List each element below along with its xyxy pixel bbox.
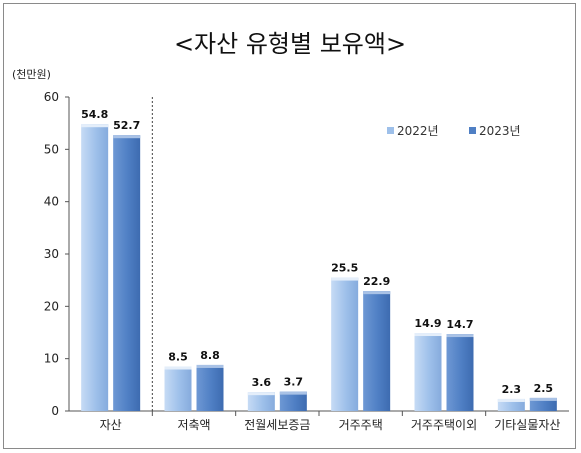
value-label: 3.7 bbox=[284, 376, 304, 389]
value-label: 14.7 bbox=[446, 318, 473, 331]
value-label: 3.6 bbox=[252, 376, 272, 389]
bar-0 bbox=[331, 277, 359, 411]
bar-1 bbox=[529, 397, 557, 411]
unit-label: (천만원) bbox=[12, 67, 51, 81]
legend-label: 2022년 bbox=[397, 124, 439, 138]
bar-top-highlight bbox=[529, 397, 557, 401]
bar-top-highlight bbox=[414, 333, 442, 337]
legend: 2022년 2023년 bbox=[387, 124, 521, 138]
category-label: 거주주택이외 bbox=[411, 418, 477, 432]
category-label: 기타실물자산 bbox=[494, 418, 560, 432]
y-tick-label: 30 bbox=[44, 247, 59, 261]
bar-top-highlight bbox=[446, 334, 474, 338]
value-label: 2.5 bbox=[534, 382, 554, 395]
bar-1 bbox=[363, 291, 391, 411]
value-label: 52.7 bbox=[113, 119, 140, 132]
bar-top-highlight bbox=[81, 124, 109, 128]
y-tick-label: 40 bbox=[44, 195, 59, 209]
value-label: 8.8 bbox=[200, 349, 220, 362]
bar-top-highlight bbox=[247, 392, 275, 396]
bar-1 bbox=[279, 391, 307, 411]
legend-swatch bbox=[387, 127, 394, 134]
bar-top-highlight bbox=[497, 398, 525, 402]
value-label: 22.9 bbox=[363, 275, 390, 288]
value-label: 2.3 bbox=[502, 383, 522, 396]
bar-top-highlight bbox=[279, 391, 307, 395]
bar-1 bbox=[196, 364, 224, 411]
bar-0 bbox=[81, 124, 109, 412]
legend-label: 2023년 bbox=[479, 124, 521, 138]
chart-frame: <자산 유형별 보유액> (천만원) 0 10 20 30 40 50 60 자산 54.8 5… bbox=[3, 3, 576, 449]
y-tick-label: 50 bbox=[44, 142, 59, 156]
value-label: 8.5 bbox=[168, 351, 188, 364]
value-label: 14.9 bbox=[414, 317, 441, 330]
axes: 0 10 20 30 40 50 60 bbox=[44, 90, 569, 418]
category-label: 자산 bbox=[100, 418, 122, 432]
bar-0 bbox=[414, 333, 442, 411]
value-label: 54.8 bbox=[81, 108, 108, 121]
bar-chart: <자산 유형별 보유액> (천만원) 0 10 20 30 40 50 60 자산 54.8 5… bbox=[12, 30, 569, 432]
bars: 자산 54.8 52.7 저축액 8.5 8.8 전월세보증금 3.6 3.7 거주주택 25.5 2… bbox=[81, 108, 560, 432]
bar-0 bbox=[247, 392, 275, 411]
y-tick-label: 10 bbox=[44, 352, 59, 366]
legend-swatch bbox=[469, 127, 476, 134]
y-tick-label: 20 bbox=[44, 299, 59, 313]
bar-1 bbox=[113, 135, 141, 411]
category-label: 저축액 bbox=[177, 418, 210, 432]
y-tick-label: 0 bbox=[51, 404, 59, 418]
chart-title: <자산 유형별 보유액> bbox=[174, 30, 406, 58]
bar-top-highlight bbox=[164, 366, 192, 370]
category-label: 전월세보증금 bbox=[244, 418, 310, 432]
bar-top-highlight bbox=[331, 277, 359, 281]
bar-top-highlight bbox=[363, 291, 391, 295]
category-label: 거주주택 bbox=[339, 418, 383, 432]
bar-1 bbox=[446, 334, 474, 411]
y-tick-label: 60 bbox=[44, 90, 59, 104]
bar-top-highlight bbox=[113, 135, 141, 139]
bar-top-highlight bbox=[196, 364, 224, 368]
bar-0 bbox=[164, 366, 192, 411]
value-label: 25.5 bbox=[331, 262, 358, 275]
bar-0 bbox=[497, 398, 525, 411]
